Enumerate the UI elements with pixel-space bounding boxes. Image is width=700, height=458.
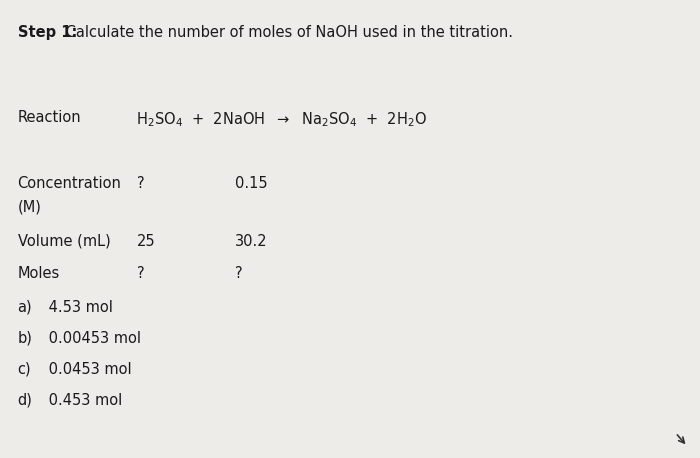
Text: 0.453 mol: 0.453 mol	[44, 393, 122, 408]
Text: Reaction: Reaction	[18, 110, 81, 125]
Text: ?: ?	[234, 266, 242, 281]
Text: $\mathrm{H_2SO_4}$  +  2NaOH  $\rightarrow$  $\mathrm{Na_2SO_4}$  +  2$\mathrm{H: $\mathrm{H_2SO_4}$ + 2NaOH $\rightarrow$…	[136, 110, 428, 129]
Text: Moles: Moles	[18, 266, 60, 281]
Text: ?: ?	[136, 176, 144, 191]
Text: Concentration: Concentration	[18, 176, 121, 191]
Text: 0.0453 mol: 0.0453 mol	[44, 362, 132, 377]
Text: Calculate the number of moles of NaOH used in the titration.: Calculate the number of moles of NaOH us…	[61, 25, 513, 40]
Text: Volume (mL): Volume (mL)	[18, 234, 111, 249]
Text: a): a)	[18, 300, 32, 315]
Text: ?: ?	[136, 266, 144, 281]
Text: c): c)	[18, 362, 31, 377]
Text: 0.00453 mol: 0.00453 mol	[44, 331, 141, 346]
Text: 30.2: 30.2	[234, 234, 267, 249]
Text: d): d)	[18, 393, 32, 408]
Text: (M): (M)	[18, 199, 41, 214]
Text: 25: 25	[136, 234, 155, 249]
Text: 0.15: 0.15	[234, 176, 267, 191]
Text: Step 1:: Step 1:	[18, 25, 77, 40]
Text: b): b)	[18, 331, 32, 346]
Text: 4.53 mol: 4.53 mol	[44, 300, 113, 315]
